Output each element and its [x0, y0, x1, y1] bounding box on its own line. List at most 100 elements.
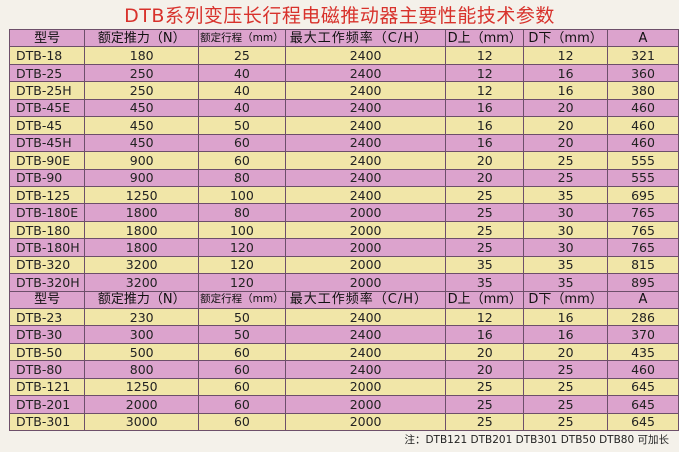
value-cell: 815 — [607, 255, 679, 275]
value-cell: 50 — [198, 307, 286, 327]
value-cell: 100 — [198, 185, 286, 205]
value-cell: 25 — [198, 46, 286, 65]
value-cell: 25 — [445, 238, 525, 257]
model-cell: DTB-45 — [8, 116, 86, 135]
value-cell: 30 — [523, 203, 609, 222]
value-cell: 40 — [198, 98, 286, 118]
value-cell: 12 — [445, 46, 525, 65]
value-cell: 555 — [607, 151, 679, 170]
value-cell: 370 — [607, 325, 679, 344]
value-cell: 12 — [523, 46, 609, 65]
value-cell: 20 — [445, 360, 525, 379]
value-cell: 2000 — [284, 238, 447, 257]
model-cell: DTB-180 — [8, 220, 86, 240]
column-header: 最大工作频率（C/H） — [284, 28, 447, 48]
column-header: 型号 — [8, 28, 86, 48]
model-cell: DTB-320H — [8, 273, 86, 292]
value-cell: 800 — [84, 360, 200, 379]
value-cell: 3200 — [84, 273, 200, 292]
column-header: 最大工作频率（C/H） — [284, 290, 447, 310]
value-cell: 250 — [84, 63, 200, 83]
value-cell: 16 — [523, 63, 609, 83]
value-cell: 2400 — [284, 168, 447, 187]
column-header: D上（mm） — [445, 28, 525, 48]
value-cell: 180 — [84, 46, 200, 65]
model-cell: DTB-180E — [8, 203, 86, 222]
value-cell: 460 — [607, 133, 679, 153]
value-cell: 2400 — [284, 63, 447, 83]
value-cell: 20 — [445, 168, 525, 187]
value-cell: 60 — [198, 360, 286, 379]
column-header: 型号 — [8, 290, 86, 310]
value-cell: 16 — [523, 325, 609, 344]
value-cell: 250 — [84, 81, 200, 100]
value-cell: 25 — [445, 220, 525, 240]
value-cell: 25 — [445, 395, 525, 414]
table-row: DTB-320 3200 120 2000 35 35 815 — [8, 255, 679, 275]
value-cell: 900 — [84, 151, 200, 170]
table-row: DTB-45 450 50 2400 16 20 460 — [8, 116, 679, 135]
value-cell: 2000 — [284, 255, 447, 275]
value-cell: 450 — [84, 116, 200, 135]
value-cell: 286 — [607, 307, 679, 327]
value-cell: 30 — [523, 220, 609, 240]
value-cell: 25 — [445, 203, 525, 222]
value-cell: 20 — [523, 98, 609, 118]
table-row: DTB-125 1250 100 2400 25 35 695 — [8, 185, 679, 205]
value-cell: 16 — [445, 116, 525, 135]
value-cell: 2400 — [284, 360, 447, 379]
value-cell: 2400 — [284, 81, 447, 100]
value-cell: 20 — [523, 342, 609, 362]
value-cell: 645 — [607, 377, 679, 397]
table-row: DTB-25 250 40 2400 12 16 360 — [8, 63, 679, 83]
column-header: A — [607, 290, 679, 310]
model-cell: DTB-45E — [8, 98, 86, 118]
value-cell: 60 — [198, 377, 286, 397]
value-cell: 500 — [84, 342, 200, 362]
value-cell: 16 — [445, 98, 525, 118]
value-cell: 35 — [523, 185, 609, 205]
value-cell: 1800 — [84, 238, 200, 257]
table-row: DTB-25H 250 40 2400 12 16 380 — [8, 81, 679, 100]
value-cell: 25 — [445, 412, 525, 432]
table-row: DTB-30 300 50 2400 16 16 370 — [8, 325, 679, 344]
value-cell: 25 — [523, 395, 609, 414]
value-cell: 16 — [445, 133, 525, 153]
value-cell: 460 — [607, 360, 679, 379]
table-row: DTB-23 230 50 2400 12 16 286 — [8, 307, 679, 327]
model-cell: DTB-25H — [8, 81, 86, 100]
table-row: DTB-80 800 60 2400 20 25 460 — [8, 360, 679, 379]
value-cell: 12 — [445, 63, 525, 83]
column-header: 额定推力（N） — [84, 290, 200, 310]
model-cell: DTB-45H — [8, 133, 86, 153]
column-header: D上（mm） — [445, 290, 525, 310]
model-cell: DTB-30 — [8, 325, 86, 344]
value-cell: 100 — [198, 220, 286, 240]
value-cell: 120 — [198, 238, 286, 257]
value-cell: 1250 — [84, 185, 200, 205]
value-cell: 25 — [523, 360, 609, 379]
value-cell: 2000 — [284, 203, 447, 222]
value-cell: 25 — [445, 185, 525, 205]
model-cell: DTB-25 — [8, 63, 86, 83]
value-cell: 2400 — [284, 116, 447, 135]
table-row: DTB-90E 900 60 2400 20 25 555 — [8, 151, 679, 170]
model-cell: DTB-320 — [8, 255, 86, 275]
table-row: DTB-320H 3200 120 2000 35 35 895 — [8, 273, 679, 292]
value-cell: 25 — [523, 168, 609, 187]
value-cell: 645 — [607, 395, 679, 414]
value-cell: 230 — [84, 307, 200, 327]
value-cell: 1800 — [84, 220, 200, 240]
value-cell: 2000 — [284, 377, 447, 397]
value-cell: 2400 — [284, 46, 447, 65]
value-cell: 695 — [607, 185, 679, 205]
model-cell: DTB-90 — [8, 168, 86, 187]
model-cell: DTB-23 — [8, 307, 86, 327]
table-row: DTB-45H 450 60 2400 16 20 460 — [8, 133, 679, 153]
value-cell: 25 — [523, 412, 609, 432]
value-cell: 16 — [445, 325, 525, 344]
column-header: 额定推力（N） — [84, 28, 200, 48]
value-cell: 2400 — [284, 325, 447, 344]
value-cell: 360 — [607, 63, 679, 83]
value-cell: 25 — [523, 151, 609, 170]
